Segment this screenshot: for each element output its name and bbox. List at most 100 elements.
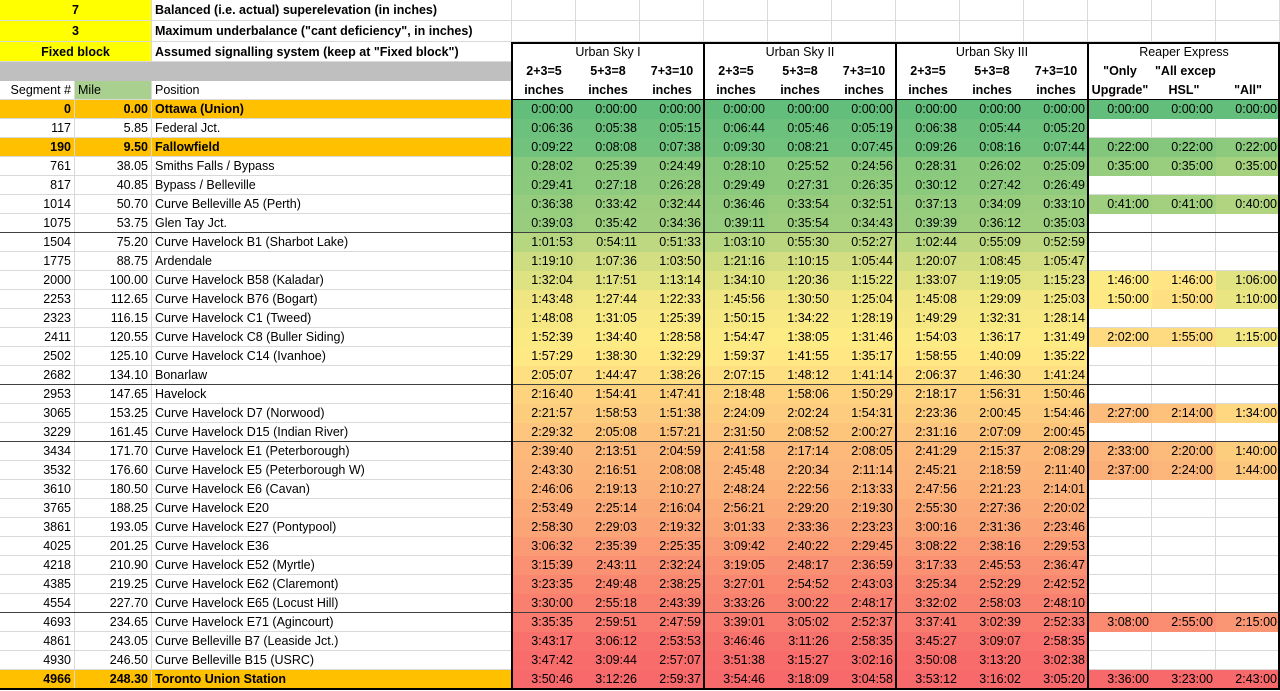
- time-cell: 1:54:47: [704, 328, 768, 347]
- time-cell: 2:43:03: [832, 575, 896, 594]
- time-cell: 2:36:47: [1024, 556, 1088, 575]
- cell: [1088, 366, 1152, 385]
- time-cell: 3:00:22: [768, 594, 832, 613]
- time-cell: 0:39:11: [704, 214, 768, 233]
- unit-header: inches: [896, 81, 960, 100]
- cell: [1088, 594, 1152, 613]
- cell: [1152, 575, 1216, 594]
- time-cell: 2:43:11: [576, 556, 640, 575]
- time-cell: 2:05:08: [576, 423, 640, 442]
- time-cell: 0:22:00: [1216, 138, 1280, 157]
- time-cell: 1:34:22: [768, 309, 832, 328]
- time-cell: 0:41:00: [1152, 195, 1216, 214]
- time-cell: 0:00:00: [640, 100, 704, 119]
- time-cell: 1:21:16: [704, 252, 768, 271]
- time-cell: 0:35:03: [1024, 214, 1088, 233]
- time-cell: 0:05:38: [576, 119, 640, 138]
- group-header: Reaper Express: [1088, 42, 1280, 62]
- segment-cell: 817: [0, 176, 75, 195]
- segment-cell: 4693: [0, 613, 75, 632]
- mile-cell: 210.90: [75, 556, 152, 575]
- cell: [1216, 233, 1280, 252]
- time-cell: 2:56:21: [704, 499, 768, 518]
- time-cell: 2:31:50: [704, 423, 768, 442]
- cell: [1088, 575, 1152, 594]
- unit-header: inches: [704, 81, 768, 100]
- time-cell: 3:27:01: [704, 575, 768, 594]
- time-cell: 3:05:02: [768, 613, 832, 632]
- time-cell: 3:19:05: [704, 556, 768, 575]
- cell: [1152, 252, 1216, 271]
- time-cell: 0:00:00: [1024, 100, 1088, 119]
- time-cell: 2:54:52: [768, 575, 832, 594]
- time-cell: 1:31:46: [832, 328, 896, 347]
- time-cell: 2:00:45: [1024, 423, 1088, 442]
- position-cell: Ardendale: [152, 252, 512, 271]
- time-cell: 0:07:45: [832, 138, 896, 157]
- time-cell: 3:33:26: [704, 594, 768, 613]
- cell: [1152, 423, 1216, 442]
- time-cell: 2:41:58: [704, 442, 768, 461]
- time-cell: 0:06:38: [896, 119, 960, 138]
- time-cell: 3:45:27: [896, 632, 960, 651]
- segment-cell: 3434: [0, 442, 75, 461]
- time-cell: 1:03:50: [640, 252, 704, 271]
- mile-cell: 0.00: [75, 100, 152, 119]
- time-cell: 1:20:07: [896, 252, 960, 271]
- cell: [1216, 0, 1280, 21]
- time-cell: 2:07:15: [704, 366, 768, 385]
- time-cell: 3:08:22: [896, 537, 960, 556]
- mile-cell: 120.55: [75, 328, 152, 347]
- cell: [1216, 214, 1280, 233]
- time-cell: 1:58:53: [576, 404, 640, 423]
- time-cell: 1:34:00: [1216, 404, 1280, 423]
- time-cell: 2:27:00: [1088, 404, 1152, 423]
- time-cell: 2:33:00: [1088, 442, 1152, 461]
- mile-cell: 125.10: [75, 347, 152, 366]
- time-cell: 2:29:53: [1024, 537, 1088, 556]
- time-cell: 2:43:00: [1216, 670, 1280, 689]
- position-cell: Curve Havelock E62 (Claremont): [152, 575, 512, 594]
- time-cell: 3:09:44: [576, 651, 640, 670]
- time-cell: 1:35:17: [832, 347, 896, 366]
- cell: [640, 0, 704, 21]
- position-cell: Curve Havelock E65 (Locust Hill): [152, 594, 512, 613]
- cell: [1216, 632, 1280, 651]
- time-cell: 2:27:36: [960, 499, 1024, 518]
- time-cell: 0:55:09: [960, 233, 1024, 252]
- time-cell: 2:23:46: [1024, 518, 1088, 537]
- time-cell: 0:32:44: [640, 195, 704, 214]
- position-cell: Curve Havelock E52 (Myrtle): [152, 556, 512, 575]
- column-header: Segment #: [0, 81, 75, 100]
- cell: [1088, 176, 1152, 195]
- time-cell: 2:58:35: [1024, 632, 1088, 651]
- time-cell: 2:59:37: [640, 670, 704, 689]
- time-cell: 1:45:08: [896, 290, 960, 309]
- time-cell: 3:37:41: [896, 613, 960, 632]
- time-cell: 0:00:00: [832, 100, 896, 119]
- cell: [512, 21, 576, 42]
- time-cell: 2:13:51: [576, 442, 640, 461]
- time-cell: 1:31:49: [1024, 328, 1088, 347]
- time-cell: 2:19:13: [576, 480, 640, 499]
- time-cell: 2:18:48: [704, 385, 768, 404]
- mile-cell: 40.85: [75, 176, 152, 195]
- time-cell: 1:50:46: [1024, 385, 1088, 404]
- time-cell: 2:05:07: [512, 366, 576, 385]
- time-cell: 1:46:00: [1088, 271, 1152, 290]
- cell: [1216, 594, 1280, 613]
- subheader: 7+3=10: [640, 62, 704, 81]
- segment-cell: 1775: [0, 252, 75, 271]
- mile-cell: 75.20: [75, 233, 152, 252]
- cell: [1216, 575, 1280, 594]
- cell: [1152, 366, 1216, 385]
- position-cell: Federal Jct.: [152, 119, 512, 138]
- cell: [1152, 309, 1216, 328]
- time-cell: 2:16:40: [512, 385, 576, 404]
- time-cell: 1:44:47: [576, 366, 640, 385]
- position-cell: Curve Havelock D15 (Indian River): [152, 423, 512, 442]
- mile-cell: 38.05: [75, 157, 152, 176]
- cell: [1088, 499, 1152, 518]
- time-cell: 0:28:10: [704, 157, 768, 176]
- position-cell: Curve Havelock C8 (Buller Siding): [152, 328, 512, 347]
